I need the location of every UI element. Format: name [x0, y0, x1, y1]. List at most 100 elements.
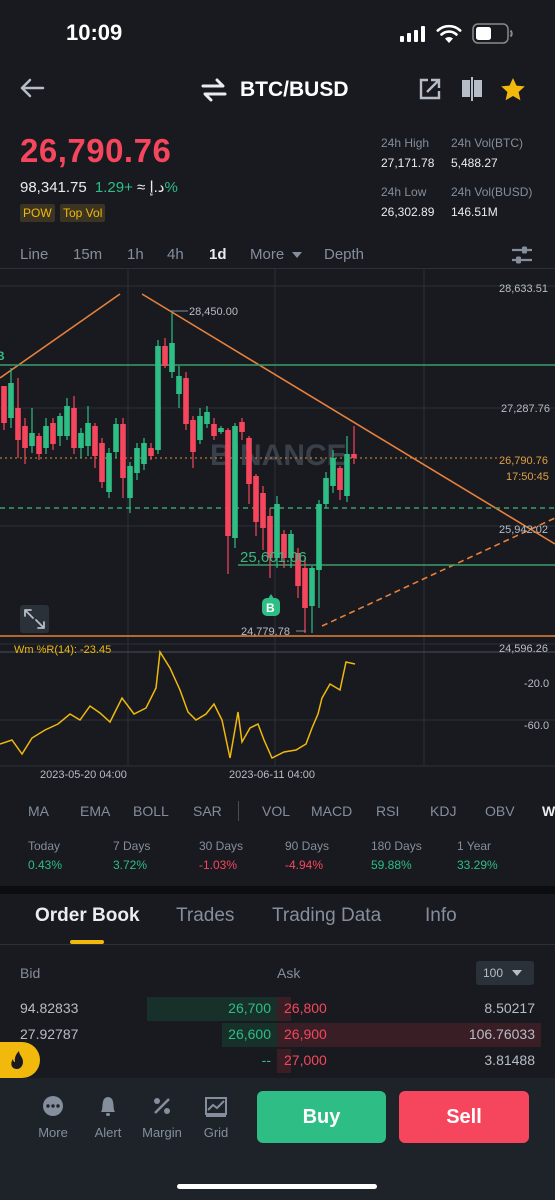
- candle-body: [148, 448, 154, 456]
- candle-body: [127, 466, 133, 498]
- candle-body: [8, 383, 14, 418]
- candle-body: [36, 436, 42, 454]
- indicator-boll[interactable]: BOLL: [133, 803, 169, 819]
- candle-body: [288, 534, 294, 558]
- bid-quantity: 94.82833: [20, 1000, 79, 1016]
- pair-title[interactable]: BTC/BUSD: [240, 78, 349, 101]
- nav-more-label: More: [38, 1125, 68, 1140]
- indicator-axis-label: -60.0: [524, 720, 549, 732]
- margin-percent-icon: [154, 1098, 170, 1114]
- indicator-wr[interactable]: W: [542, 803, 555, 819]
- timeframe-depth[interactable]: Depth: [324, 246, 365, 263]
- stat-high-value: 27,171.78: [381, 156, 435, 170]
- price-axis-label: 28,633.51: [499, 283, 548, 295]
- buy-marker-label: B: [266, 601, 275, 615]
- stat-vol-btc-value: 5,488.27: [451, 156, 498, 170]
- bid-depth-bar: [222, 1023, 277, 1047]
- order-book-row[interactable]: 27.92787 26,600 26,900 106.76033: [0, 1023, 555, 1047]
- perf-value: -1.03%: [199, 858, 238, 872]
- indicator-rsi[interactable]: RSI: [376, 803, 400, 819]
- tab-order-book[interactable]: Order Book: [35, 905, 140, 926]
- candle-body: [99, 443, 105, 482]
- candle-body: [113, 424, 119, 452]
- candle-body: [15, 408, 21, 440]
- ask-price: 26,900: [284, 1026, 327, 1042]
- tag-pow[interactable]: POW: [20, 204, 55, 222]
- perf-value: 0.43%: [28, 858, 63, 872]
- candle-body: [267, 516, 273, 558]
- tab-trades[interactable]: Trades: [176, 905, 235, 926]
- timeframe-more[interactable]: More: [250, 246, 303, 263]
- buy-marker[interactable]: B: [262, 594, 280, 616]
- candle-body: [323, 478, 329, 504]
- indicator-axis-label: -20.0: [524, 678, 549, 690]
- indicator-divider: [238, 801, 239, 821]
- nav-margin[interactable]: Margin: [132, 1095, 192, 1140]
- tab-info[interactable]: Info: [425, 905, 457, 926]
- order-book-row[interactable]: -- 27,000 3.81488: [0, 1049, 555, 1073]
- nav-alert[interactable]: Alert: [78, 1095, 138, 1140]
- stat-low-value: 26,302.89: [381, 205, 435, 219]
- order-book-row[interactable]: 94.82833 26,700 26,800 8.50217: [0, 997, 555, 1021]
- candle-body: [106, 453, 112, 492]
- indicator-sar[interactable]: SAR: [193, 803, 222, 819]
- price-change: +1.29%: [94, 179, 178, 196]
- swap-pair-icon[interactable]: [200, 78, 228, 102]
- fullscreen-icon[interactable]: [20, 605, 49, 633]
- candle-body: [57, 416, 63, 436]
- perf-label: 7 Days: [113, 839, 151, 853]
- battery-icon: [472, 23, 513, 44]
- indicator-ema[interactable]: EMA: [80, 803, 111, 819]
- layout-toggle-icon[interactable]: [460, 76, 484, 102]
- candle-body: [330, 458, 336, 486]
- candle-body: [204, 412, 210, 424]
- candle-body: [197, 416, 203, 440]
- candle-body: [92, 426, 98, 456]
- stat-high-label: 24h High: [381, 136, 430, 150]
- stat-low-label: 24h Low: [381, 185, 427, 199]
- indicator-vol[interactable]: VOL: [262, 803, 291, 819]
- home-indicator: [177, 1184, 377, 1189]
- indicator-macd[interactable]: MACD: [311, 803, 353, 819]
- ask-price: 27,000: [284, 1052, 327, 1068]
- timeframe-line[interactable]: Line: [20, 246, 49, 263]
- more-dots-icon: [43, 1096, 63, 1116]
- candle-body: [29, 433, 35, 446]
- fiat-price: 98,341.75 د.إ ≈ +1.29%: [20, 178, 178, 196]
- favorite-star-icon[interactable]: [500, 77, 526, 102]
- candle-body: [260, 493, 266, 528]
- campaign-flame-icon[interactable]: [0, 1040, 40, 1080]
- indicator-ma[interactable]: MA: [28, 803, 49, 819]
- timeframe-4h[interactable]: 4h: [167, 246, 184, 263]
- indicator-obv[interactable]: OBV: [485, 803, 515, 819]
- timeframe-1h[interactable]: 1h: [127, 246, 144, 263]
- candle-body: [78, 433, 84, 448]
- candle-body: [316, 504, 322, 570]
- date-axis-label: 2023-06-11 04:00: [229, 769, 315, 781]
- depth-select[interactable]: 100: [476, 961, 534, 985]
- candlestick-chart[interactable]: BINANCE 28,450.00 24,779.78 25,601.06 B …: [0, 268, 555, 790]
- tab-trading-data[interactable]: Trading Data: [272, 905, 382, 926]
- bid-price: 26,600: [228, 1026, 271, 1042]
- bid-depth-bar: [147, 997, 277, 1021]
- share-icon[interactable]: [418, 77, 442, 101]
- tag-top-vol[interactable]: Top Vol: [60, 204, 106, 222]
- chart-settings-icon[interactable]: [510, 244, 534, 266]
- candle-body: [43, 426, 49, 448]
- ask-header: Ask: [277, 965, 301, 981]
- back-arrow-icon[interactable]: [18, 76, 46, 100]
- sell-button[interactable]: Sell: [399, 1091, 529, 1143]
- countdown-timer: 17:50:45: [506, 471, 549, 483]
- price-axis-label: 27,287.76: [501, 403, 550, 415]
- buy-button[interactable]: Buy: [257, 1091, 386, 1143]
- nav-more[interactable]: More: [23, 1095, 83, 1140]
- nav-grid[interactable]: Grid: [186, 1095, 246, 1140]
- timeframe-1d[interactable]: 1d: [209, 246, 227, 263]
- support-label: 25,601.06: [240, 549, 307, 566]
- perf-label: 1 Year: [457, 839, 492, 853]
- indicator-kdj[interactable]: KDJ: [430, 803, 457, 819]
- candle-body: [337, 468, 343, 490]
- perf-label: Today: [28, 839, 61, 853]
- ask-quantity: 106.76033: [468, 1026, 535, 1042]
- timeframe-15m[interactable]: 15m: [73, 246, 103, 263]
